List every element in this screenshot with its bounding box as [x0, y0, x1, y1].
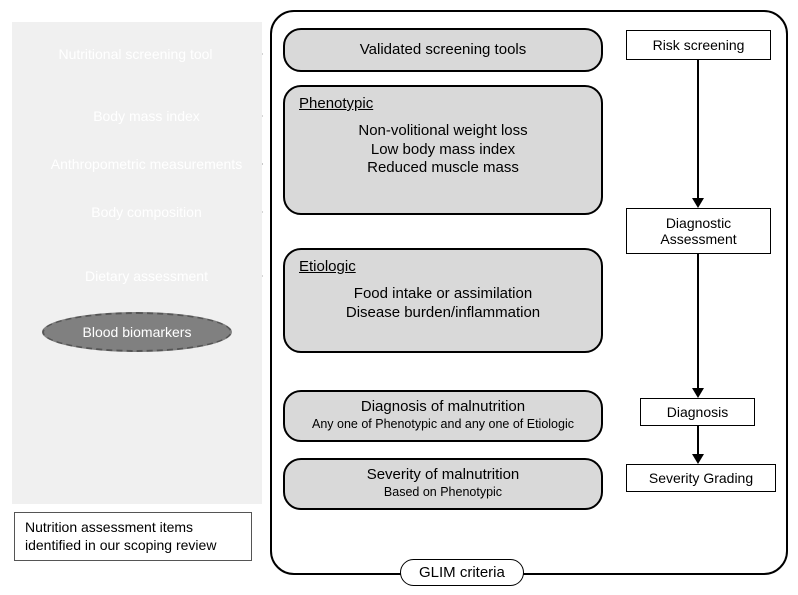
arrow-line: [697, 60, 699, 198]
diagnosis-title: Diagnosis of malnutrition: [297, 398, 589, 417]
arrow-dietary: Dietary assessment: [40, 257, 263, 295]
etiologic-items: Food intake or assimilation Disease burd…: [299, 285, 587, 323]
arrow-label: Nutritional screening tool: [18, 46, 253, 62]
severity-title: Severity of malnutrition: [297, 466, 589, 485]
arrow-composition: Body composition: [40, 193, 263, 231]
etiologic-heading: Etiologic: [299, 258, 587, 277]
phenotypic-items: Non-volitional weight loss Low body mass…: [299, 122, 587, 178]
arrow-head-down-icon: [692, 198, 704, 208]
box-diagnosis: Diagnosis: [640, 398, 755, 426]
arrow-anthro: Anthropometric measurements: [40, 140, 263, 188]
arrow-head-down-icon: [692, 388, 704, 398]
box-risk-screening: Risk screening: [626, 30, 771, 60]
box-etiologic: Etiologic Food intake or assimilation Di…: [283, 248, 603, 353]
box-diagnosis-malnutrition: Diagnosis of malnutrition Any one of Phe…: [283, 390, 603, 442]
box-severity-malnutrition: Severity of malnutrition Based on Phenot…: [283, 458, 603, 510]
right-text: Risk screening: [653, 37, 745, 53]
caption-text: Nutrition assessment items identified in…: [25, 519, 216, 553]
caption-box: Nutrition assessment items identified in…: [14, 512, 252, 561]
phenotypic-heading: Phenotypic: [299, 95, 587, 114]
arrow-nutritional-screening: Nutritional screening tool: [18, 33, 263, 75]
diagnosis-sub: Any one of Phenotypic and any one of Eti…: [297, 417, 589, 433]
box-severity-grading: Severity Grading: [626, 464, 776, 492]
box-diagnostic-assessment: Diagnostic Assessment: [626, 208, 771, 254]
glim-label: GLIM criteria: [400, 559, 524, 586]
box-validated-tools: Validated screening tools: [283, 28, 603, 72]
right-text: Severity Grading: [649, 470, 753, 486]
ellipse-label: Blood biomarkers: [83, 324, 192, 340]
right-text: Diagnostic Assessment: [635, 215, 762, 247]
arrow-label: Dietary assessment: [40, 268, 253, 284]
right-text: Diagnosis: [667, 404, 728, 420]
center-text: Validated screening tools: [360, 41, 527, 60]
glim-text: GLIM criteria: [419, 564, 505, 581]
ellipse-blood-biomarkers: Blood biomarkers: [42, 312, 232, 352]
arrow-label: Body mass index: [40, 108, 253, 124]
phenotypic-line: Reduced muscle mass: [299, 159, 587, 178]
phenotypic-line: Low body mass index: [299, 141, 587, 160]
box-phenotypic: Phenotypic Non-volitional weight loss Lo…: [283, 85, 603, 215]
phenotypic-line: Non-volitional weight loss: [299, 122, 587, 141]
arrow-label: Body composition: [40, 204, 253, 220]
arrow-head-down-icon: [692, 454, 704, 464]
arrow-label: Anthropometric measurements: [40, 156, 253, 172]
arrow-line: [697, 254, 699, 388]
arrow-line: [697, 426, 699, 454]
severity-sub: Based on Phenotypic: [297, 485, 589, 501]
etiologic-line: Food intake or assimilation: [299, 285, 587, 304]
etiologic-line: Disease burden/inflammation: [299, 304, 587, 323]
arrow-bmi: Body mass index: [40, 97, 263, 135]
